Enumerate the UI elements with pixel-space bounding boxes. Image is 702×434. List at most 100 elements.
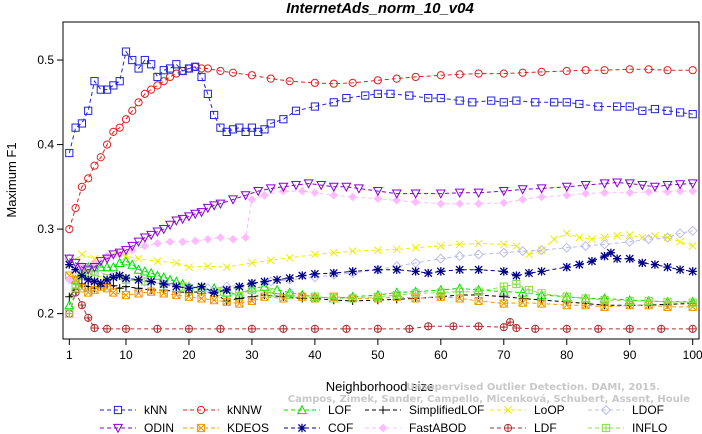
point-FastABOD [537,192,546,202]
point-ODIN [202,203,213,214]
point-LOF [95,261,106,272]
point-ODIN [108,250,119,260]
point-LDF [121,324,131,333]
x-tick-label: 40 [308,348,322,362]
point-kNNW [644,65,653,74]
point-LoOP [184,263,193,272]
point-FastABOD [663,187,672,197]
point-COF [209,288,219,297]
point-kNN [140,55,149,65]
point-kNN [115,77,124,86]
point-ODIN [580,181,591,191]
point-kNN [550,98,559,107]
point-COF [298,271,307,280]
point-COF [537,267,546,276]
point-KDEOS [222,297,231,306]
point-LDF [512,323,521,333]
legend-label: LOF [328,403,351,417]
point-kNNW [115,123,124,132]
series-KDEOS [65,271,697,311]
point-LDOF [435,253,446,264]
point-kNNW [266,74,275,83]
point-KDEOS [147,287,156,296]
point-LDOF [536,245,547,256]
y-tick-label: 0.2 [37,307,54,321]
point-kNN [266,119,275,128]
point-COF [90,277,99,286]
point-LOF [114,257,125,268]
point-ODIN [649,182,660,193]
point-KDEOS [474,296,483,306]
point-LoOP [266,256,275,265]
point-kNNW [134,98,143,107]
point-kNNW [140,89,149,98]
point-kNN [109,81,118,90]
point-COF [348,267,357,276]
point-LoOP [222,263,231,272]
point-INFLO [600,296,609,305]
point-LoOP [575,233,584,242]
point-LoOP [172,258,181,267]
point-INFLO [310,292,319,301]
point-INFLO [65,309,74,318]
point-kNNW [310,78,319,87]
point-LoOP [562,229,571,238]
point-kNN [436,93,445,103]
point-kNNW [499,69,508,78]
point-COF [247,279,257,288]
point-LDF [153,324,162,333]
point-kNNW [600,66,609,75]
point-KDEOS [537,299,546,308]
point-KDEOS [518,298,527,307]
legend-marker-SimplifiedLOF [378,405,388,415]
point-FastABOD [140,241,150,251]
point-COF [562,262,571,272]
point-kNN [638,106,647,115]
point-INFLO [512,279,521,289]
point-SimplifiedLOF [147,285,156,295]
point-LoOP [499,240,508,249]
point-LoOP [285,253,294,262]
point-LDOF [643,234,654,245]
point-COF [625,254,634,263]
point-ODIN [152,227,163,237]
legend-label: LoOP [534,403,565,417]
point-kNN [71,123,80,132]
x-tick-label: 70 [497,348,511,362]
point-ODIN [158,225,169,235]
point-KDEOS [688,302,697,311]
point-ODIN [89,263,100,273]
point-LDOF [624,236,635,247]
point-kNN [165,64,175,73]
point-FastABOD [474,199,483,209]
point-LoOP [373,246,382,255]
point-kNNW [197,64,206,73]
point-INFLO [436,288,445,297]
y-tick-label: 0.4 [37,138,54,152]
point-FastABOD [178,237,187,247]
series-ODIN [64,178,698,275]
series-line-LoOP [69,232,693,268]
y-tick-label: 0.3 [37,222,54,236]
point-LDF [216,324,225,333]
point-COF [285,273,294,283]
point-kNN [228,125,238,134]
point-COF [235,282,244,291]
point-kNNW [153,81,162,90]
legend-marker-LDOF [600,404,612,416]
x-tick-label: 30 [245,348,259,362]
point-kNN [134,64,143,73]
point-ODIN [561,182,572,193]
point-LDF [499,323,508,332]
y-tick-label: 0.5 [37,53,54,67]
point-LoOP [625,231,634,239]
point-kNNW [625,65,634,74]
x-axis: 1 10 20 30 40 50 60 70 80 90 100 [66,339,702,362]
point-LoOP [122,252,130,261]
point-KDEOS [411,294,420,303]
point-kNN [650,104,660,114]
point-kNNW [147,85,156,94]
point-INFLO [474,287,483,296]
point-COF [121,273,131,283]
point-LDOF [675,228,686,239]
